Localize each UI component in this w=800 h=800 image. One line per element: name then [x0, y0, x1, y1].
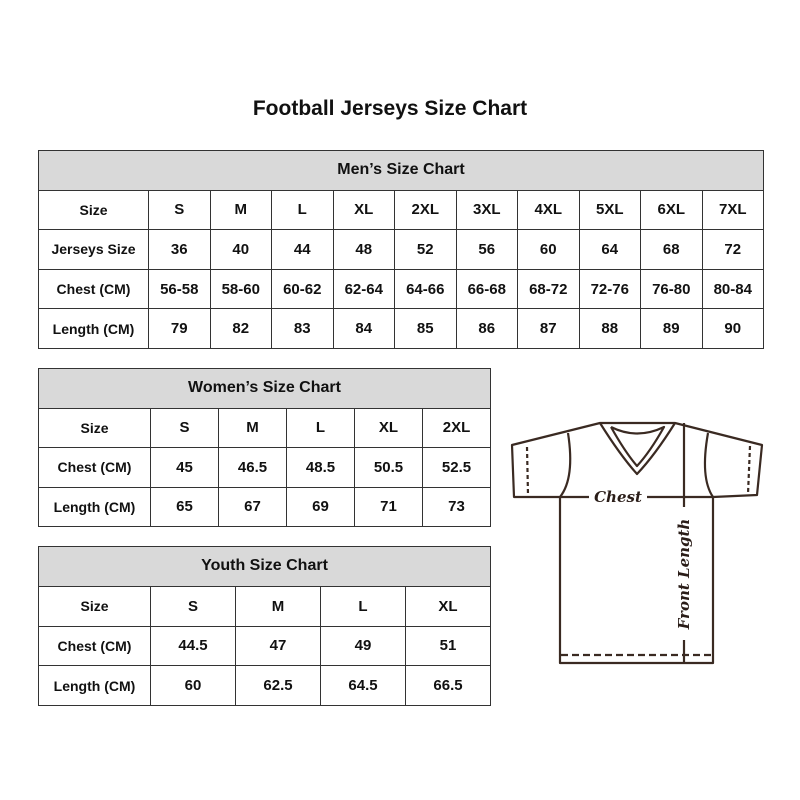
table-cell: 66.5 [405, 665, 491, 707]
table-row: Jerseys Size 36 40 44 48 52 56 60 64 68 72 [38, 229, 764, 270]
row-label: Chest (CM) [38, 625, 151, 667]
table-cell: 65 [150, 486, 219, 527]
table-cell: 72-76 [578, 268, 641, 310]
table-cell: XL [332, 189, 395, 231]
table-cell: L [271, 189, 334, 231]
row-label: Size [38, 585, 151, 627]
table-cell: 50.5 [354, 447, 423, 488]
collar-outer [598, 421, 677, 476]
left-armhole [559, 432, 572, 498]
table-cell: M [235, 585, 321, 627]
table-cell: 52.5 [422, 447, 491, 488]
table-cell: 90 [701, 308, 764, 349]
row-label: Length (CM) [38, 486, 151, 527]
table-cell: XL [405, 585, 491, 627]
table-cell: 62-64 [332, 268, 395, 310]
table-cell: L [286, 407, 355, 448]
table-row: Length (CM) 79 82 83 84 85 86 87 88 89 90 [38, 308, 764, 349]
table-cell: M [218, 407, 287, 448]
table-cell: 86 [455, 308, 518, 349]
chest-label: Chest [594, 488, 642, 506]
table-cell: 76-80 [640, 268, 703, 310]
table-cell: 64.5 [320, 665, 406, 707]
table-cell: S [150, 585, 236, 627]
table-cell: 71 [354, 486, 423, 527]
row-label: Length (CM) [38, 308, 149, 349]
table-heading: Men’s Size Chart [38, 150, 764, 191]
table-row: Size S M L XL 2XL 3XL 4XL 5XL 6XL 7XL [38, 189, 764, 231]
table-cell: 7XL [701, 189, 764, 231]
table-cell: 44.5 [150, 625, 236, 667]
table-cell: 40 [209, 229, 272, 270]
table-cell: 51 [405, 625, 491, 667]
table-cell: 88 [578, 308, 641, 349]
table-cell: 44 [271, 229, 334, 270]
table-row: Size S M L XL 2XL [38, 407, 491, 448]
table-cell: 79 [148, 308, 211, 349]
table-cell: 62.5 [235, 665, 321, 707]
table-row: Chest (CM) 44.5 47 49 51 [38, 625, 491, 667]
mens-size-table: Men’s Size Chart Size S M L XL 2XL 3XL 4XL 5XL 6XL… [38, 150, 764, 349]
table-cell: 69 [286, 486, 355, 527]
womens-size-table: Women’s Size Chart Size S M L XL 2XL Chest (CM)… [38, 368, 491, 527]
left-sleeve-hem [525, 446, 530, 496]
row-label: Chest (CM) [38, 447, 151, 488]
collar-inner [610, 425, 666, 468]
page-title: Football Jerseys Size Chart [252, 97, 528, 120]
right-sleeve-hem [746, 445, 752, 495]
table-heading: Women’s Size Chart [38, 368, 491, 409]
row-label: Size [38, 407, 151, 448]
table-cell: 5XL [578, 189, 641, 231]
table-cell: XL [354, 407, 423, 448]
table-cell: 60-62 [271, 268, 334, 310]
table-cell: 87 [517, 308, 580, 349]
table-cell: 68 [640, 229, 703, 270]
table-cell: 2XL [422, 407, 491, 448]
table-cell: 68-72 [517, 268, 580, 310]
table-cell: 73 [422, 486, 491, 527]
row-label: Size [38, 189, 149, 231]
table-cell: 67 [218, 486, 287, 527]
table-cell: 56-58 [148, 268, 211, 310]
table-cell: 6XL [640, 189, 703, 231]
table-cell: 48 [332, 229, 395, 270]
table-cell: 84 [332, 308, 395, 349]
front-length-label: Front Length [675, 519, 693, 631]
table-row: Chest (CM) 45 46.5 48.5 50.5 52.5 [38, 447, 491, 488]
table-cell: 49 [320, 625, 406, 667]
row-label: Jerseys Size [38, 229, 149, 270]
table-cell: L [320, 585, 406, 627]
table-cell: 48.5 [286, 447, 355, 488]
jersey-outline [510, 421, 764, 665]
table-cell: 60 [150, 665, 236, 707]
table-cell: 66-68 [455, 268, 518, 310]
table-heading: Youth Size Chart [38, 546, 491, 587]
table-cell: 80-84 [701, 268, 764, 310]
youth-size-table: Youth Size Chart Size S M L XL Chest (CM) 44.5 4… [38, 546, 491, 707]
table-row: Size S M L XL [38, 585, 491, 627]
right-armhole [703, 432, 714, 498]
table-cell: 45 [150, 447, 219, 488]
table-cell: 60 [517, 229, 580, 270]
table-cell: 85 [394, 308, 457, 349]
table-cell: 47 [235, 625, 321, 667]
table-row: Length (CM) 65 67 69 71 73 [38, 486, 491, 527]
table-cell: 82 [209, 308, 272, 349]
table-cell: 36 [148, 229, 211, 270]
table-row: Length (CM) 60 62.5 64.5 66.5 [38, 665, 491, 707]
